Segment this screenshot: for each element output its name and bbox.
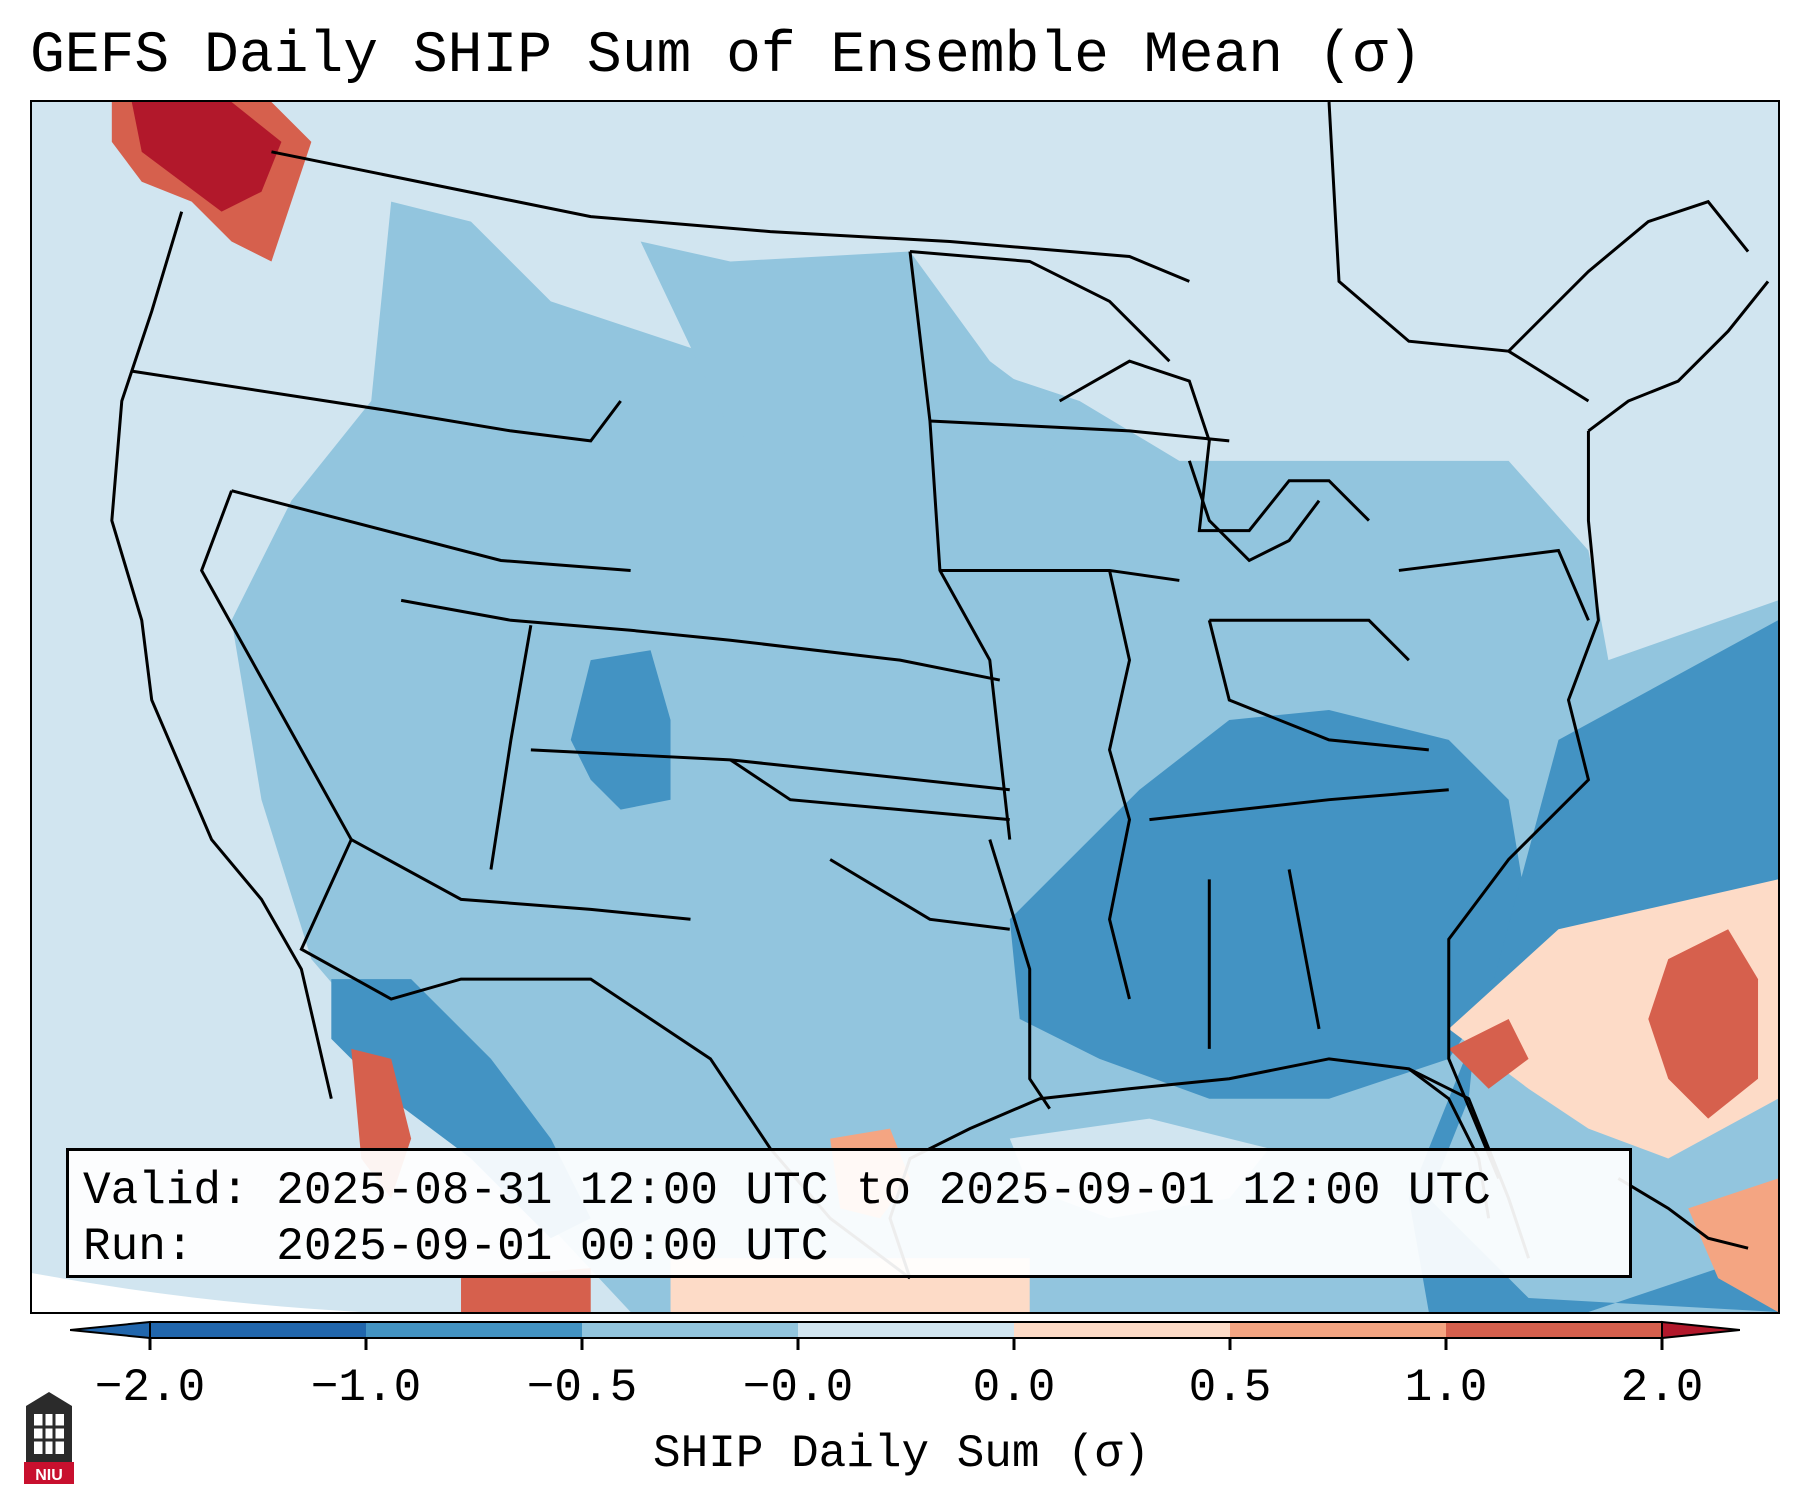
colorbar-segment-4 <box>798 1322 1014 1338</box>
valid-label: Valid: <box>83 1165 249 1217</box>
niu-logo-icon: NIU <box>24 1392 74 1484</box>
pennsylvania-line <box>1398 548 1590 621</box>
east-coast <box>1447 430 1600 1180</box>
canada-border <box>271 150 1190 283</box>
nevada-border <box>199 490 353 841</box>
valid-value: 2025-08-31 12:00 UTC to 2025-09-01 12:00… <box>276 1165 1491 1217</box>
projection-edge-area <box>32 1273 631 1312</box>
colorbar-ticks <box>148 1338 1664 1350</box>
midwest-line <box>929 419 1230 443</box>
great-basin-line <box>231 489 631 572</box>
anomaly-hot-atlantic <box>1648 929 1759 1119</box>
minnesota-north <box>909 250 1171 363</box>
logo-banner <box>24 1462 74 1484</box>
chart-title: GEFS Daily SHIP Sum of Ensemble Mean (σ) <box>30 24 1423 89</box>
logo-window <box>34 1414 64 1454</box>
arizona-south <box>350 838 691 921</box>
colorbar-label: SHIP Daily Sum (σ) <box>653 1428 1150 1480</box>
bahamas-cuba <box>1617 1177 1749 1250</box>
oklahoma-south <box>829 858 1010 931</box>
colorbar-segment-5 <box>1014 1322 1230 1338</box>
quebec-coast <box>1507 199 1750 353</box>
utah-colorado <box>489 625 533 870</box>
michigan-outline <box>1187 460 1321 563</box>
colorbar-tick-label: 0.0 <box>972 1362 1056 1414</box>
colorbar-segment-7 <box>1446 1322 1662 1338</box>
map-panel[interactable] <box>30 100 1780 1314</box>
colorbar-segment-6 <box>1230 1322 1446 1338</box>
anomaly-region-colorado <box>570 650 671 810</box>
logo-text: NIU <box>35 1467 63 1484</box>
anomaly-strong-northwest <box>131 102 282 212</box>
tennessee-line <box>1149 788 1449 822</box>
anomaly-region-southeast <box>1009 709 1529 1099</box>
colorbar-outline <box>149 1321 1663 1339</box>
canada-east <box>1327 102 1590 403</box>
colorbar-tick-label: −2.0 <box>94 1362 206 1414</box>
great-lakes-shore <box>1058 359 1370 533</box>
ohio-line <box>1209 618 1410 662</box>
colorbar <box>70 1320 1740 1350</box>
colorbar-segment-3 <box>582 1322 798 1338</box>
mississippi-valley <box>1107 570 1132 1000</box>
colorbar-extend-right <box>1661 1320 1740 1340</box>
anomaly-region-plains <box>640 241 1070 481</box>
northern-tier <box>131 369 622 443</box>
run-label: Run: <box>83 1221 194 1273</box>
colorbar-tick-label: −1.0 <box>310 1362 422 1414</box>
colorbar-tick-label: −0.5 <box>526 1362 638 1414</box>
colorbar-extend-left <box>70 1320 151 1340</box>
west-coast <box>110 211 333 1100</box>
colorbar-segment-2 <box>366 1322 582 1338</box>
run-value: 2025-09-01 00:00 UTC <box>276 1221 829 1273</box>
georgia-line <box>1287 869 1321 1030</box>
colorbar-tick-label: 1.0 <box>1404 1362 1488 1414</box>
validity-info-box: Valid: 2025-08-31 12:00 UTC to 2025-09-0… <box>66 1148 1632 1278</box>
anomaly-hot-atlantic-west <box>1448 1018 1529 1089</box>
four-corners-n <box>400 598 1001 682</box>
anomaly-region-atlantic <box>1408 620 1778 1312</box>
colorbar-segment-1 <box>150 1322 366 1338</box>
colorbar-tick-label: −0.0 <box>742 1362 854 1414</box>
logo-grid <box>34 1414 64 1454</box>
appalachian-line <box>1207 619 1429 752</box>
new-england <box>1587 280 1770 433</box>
colorbar-tick-label: 0.5 <box>1188 1362 1272 1414</box>
kansas-south <box>729 758 1010 822</box>
colorbar-tick-label: 2.0 <box>1620 1362 1704 1414</box>
texas-east <box>988 839 1051 1110</box>
map-canvas[interactable] <box>32 102 1778 1312</box>
anomaly-warm-mexico-south <box>461 1268 591 1312</box>
